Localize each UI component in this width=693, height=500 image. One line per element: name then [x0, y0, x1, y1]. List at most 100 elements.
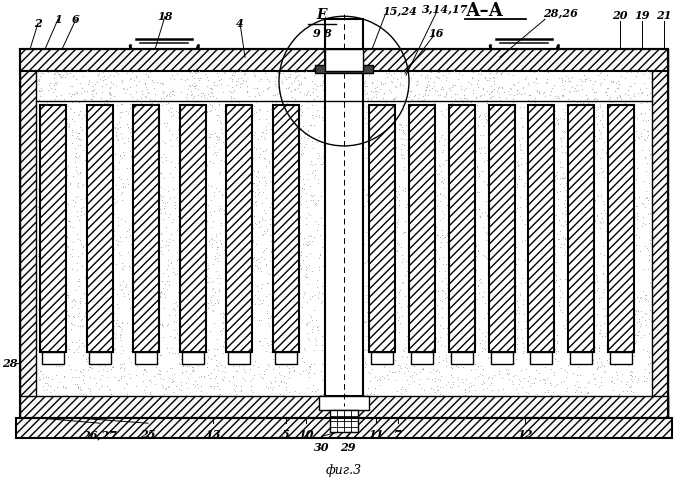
Point [252, 262, 263, 270]
Point [235, 266, 246, 274]
Point [207, 278, 218, 285]
Point [99, 362, 110, 370]
Point [84, 198, 95, 205]
Point [33, 86, 44, 94]
Point [358, 234, 369, 241]
Point [116, 188, 127, 196]
Point [240, 338, 252, 345]
Point [420, 270, 431, 278]
Point [334, 216, 345, 224]
Point [441, 93, 452, 101]
Point [233, 324, 244, 332]
Point [304, 373, 315, 381]
Point [565, 139, 577, 147]
Point [156, 320, 167, 328]
Point [337, 71, 349, 79]
Point [593, 362, 604, 370]
Point [279, 213, 290, 221]
Point [198, 304, 209, 312]
Point [195, 100, 206, 108]
Point [524, 372, 535, 380]
Point [192, 85, 203, 93]
Point [340, 72, 351, 80]
Point [40, 207, 51, 215]
Point [191, 306, 202, 314]
Point [213, 78, 224, 86]
Point [427, 322, 438, 330]
Point [155, 374, 166, 382]
Point [437, 390, 448, 398]
Point [539, 92, 550, 100]
Point [387, 148, 398, 156]
Point [503, 158, 514, 166]
Point [213, 112, 224, 120]
Point [579, 356, 590, 364]
Point [309, 80, 320, 88]
Point [482, 99, 493, 107]
Point [317, 262, 328, 270]
Point [38, 382, 49, 390]
Point [351, 148, 362, 156]
Point [80, 328, 91, 336]
Point [255, 84, 266, 92]
Point [521, 365, 532, 373]
Point [520, 256, 531, 264]
Point [564, 130, 575, 138]
Point [550, 144, 561, 152]
Point [335, 308, 346, 316]
Point [493, 150, 505, 158]
Point [71, 132, 82, 140]
Point [607, 98, 618, 106]
Point [115, 360, 126, 368]
Point [610, 318, 621, 326]
Point [434, 170, 445, 177]
Point [579, 186, 590, 194]
Text: 20: 20 [612, 10, 628, 21]
Point [489, 264, 500, 272]
Point [590, 320, 602, 328]
Point [504, 288, 515, 296]
Point [227, 372, 238, 380]
Point [548, 259, 559, 267]
Point [641, 80, 652, 88]
Point [69, 297, 80, 305]
Point [230, 260, 241, 268]
Point [350, 169, 361, 177]
Point [617, 370, 628, 378]
Point [378, 293, 389, 301]
Point [346, 184, 358, 192]
Point [263, 290, 274, 298]
Point [579, 164, 590, 172]
Point [272, 212, 283, 220]
Point [110, 128, 121, 136]
Point [495, 122, 506, 130]
Point [506, 85, 517, 93]
Point [77, 352, 88, 360]
Point [120, 378, 131, 386]
Point [566, 162, 577, 170]
Point [48, 91, 59, 99]
Point [360, 190, 371, 198]
Point [140, 188, 151, 196]
Point [66, 92, 77, 100]
Point [461, 152, 472, 160]
Point [565, 318, 577, 326]
Point [209, 81, 220, 89]
Point [438, 184, 449, 192]
Point [283, 369, 295, 377]
Point [54, 320, 65, 328]
Point [588, 374, 599, 382]
Point [318, 182, 329, 190]
Point [622, 318, 633, 326]
Point [407, 325, 419, 333]
Point [296, 354, 307, 362]
Point [267, 153, 278, 161]
Point [493, 244, 505, 252]
Point [91, 379, 102, 387]
Point [476, 209, 487, 217]
Point [622, 232, 633, 239]
Point [593, 112, 604, 120]
Point [477, 250, 489, 258]
Point [532, 204, 543, 212]
Point [414, 342, 426, 349]
